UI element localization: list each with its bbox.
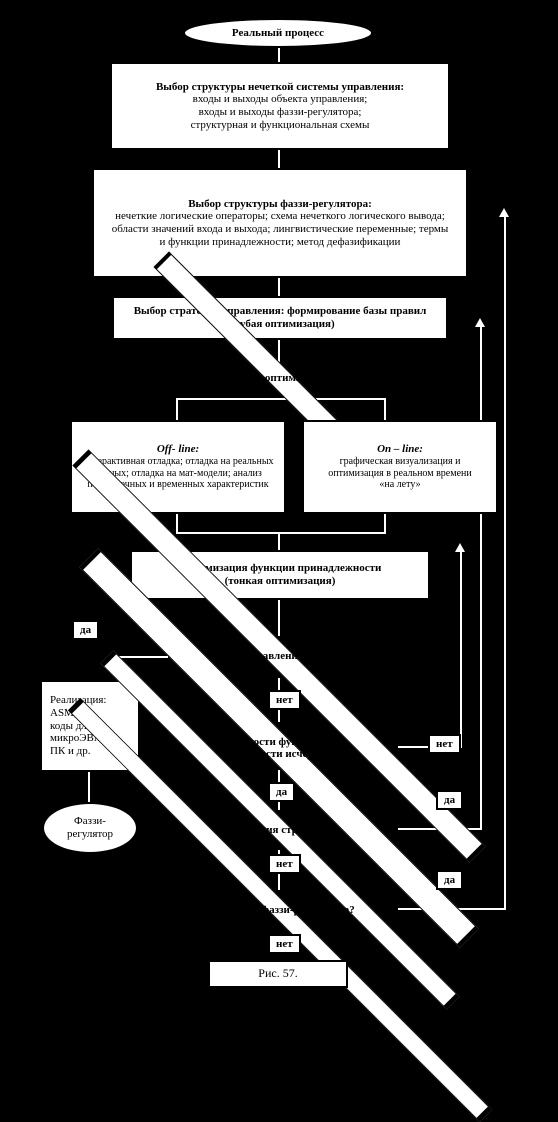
conn bbox=[176, 514, 178, 534]
start-terminal: Реальный процесс bbox=[183, 18, 373, 48]
conn bbox=[480, 325, 482, 830]
box1-title: Выбор структуры нечеткой системы управле… bbox=[156, 81, 404, 94]
label-no-struct: нет bbox=[268, 934, 301, 954]
conn bbox=[384, 514, 386, 534]
box-strategy: Выбор стратегии управления: формирование… bbox=[112, 296, 448, 340]
online-body2: «на лету» bbox=[379, 479, 420, 491]
label-yes-quality: да bbox=[72, 620, 99, 640]
box-structure-system: Выбор структуры нечеткой системы управле… bbox=[110, 62, 450, 150]
dcorrect-text: Коррекция стратегии? bbox=[224, 824, 337, 836]
caption-text: Рис. 57. bbox=[258, 967, 297, 981]
dpossib-l2: надлежности исчерпаны bbox=[218, 748, 341, 760]
box2-title: Выбор структуры фаззи-регулятора: bbox=[188, 198, 372, 211]
online-title: On – line: bbox=[377, 443, 423, 456]
dstruct-text: Структура фаззи-регулятора? bbox=[205, 904, 355, 916]
fuzzy-l1: Фаззи- bbox=[74, 815, 106, 828]
label-yes-struct: да bbox=[436, 870, 463, 890]
label-yes-correct: да bbox=[436, 790, 463, 810]
box1-l2: входы и выходы фаззи-регулятора; bbox=[199, 106, 362, 119]
dquality-text: Качество управления устраивает bbox=[196, 650, 361, 662]
conn bbox=[278, 532, 280, 550]
offline-title: Off- line: bbox=[157, 443, 199, 456]
dmode-text: Режим оптимизации bbox=[229, 372, 331, 384]
arrow-head bbox=[499, 208, 509, 217]
label-no-possib: нет bbox=[428, 734, 461, 754]
box1-l1: входы и выходы объекта управления; bbox=[193, 93, 368, 106]
conn bbox=[460, 548, 462, 748]
box1-l3: структурная и функциональная схемы bbox=[191, 119, 370, 132]
label-no-correct: нет bbox=[268, 854, 301, 874]
conn bbox=[384, 398, 386, 420]
label-yes-possib: да bbox=[268, 782, 295, 802]
conn bbox=[176, 398, 178, 420]
conn bbox=[504, 215, 506, 910]
conn bbox=[176, 532, 386, 534]
fuzzy-regulator-terminal: Фаззи- регулятор bbox=[42, 802, 138, 854]
conn bbox=[278, 278, 280, 296]
dpossib-l1: Возможности функции при- bbox=[210, 736, 349, 748]
box3-text: Выбор стратегии управления: формирование… bbox=[122, 305, 438, 330]
impl-l5: ПК и др. bbox=[50, 745, 91, 758]
opt-l2: (тонкая оптимизация) bbox=[225, 575, 336, 588]
start-label: Реальный процесс bbox=[232, 27, 324, 40]
diamond-structure: Структура фаззи-регулятора? bbox=[168, 888, 392, 932]
label-no-quality: нет bbox=[268, 690, 301, 710]
conn bbox=[278, 150, 280, 168]
arrow-head bbox=[475, 318, 485, 327]
box-online: On – line: графическая визуализация и оп… bbox=[302, 420, 498, 514]
conn bbox=[88, 772, 90, 802]
box2-body: нечеткие логические операторы; схема неч… bbox=[102, 210, 458, 248]
diamond-optimization-mode: Режим оптимизации bbox=[196, 356, 364, 400]
box-structure-regulator: Выбор структуры фаззи-регулятора: нечетк… bbox=[92, 168, 468, 278]
arrow-head bbox=[455, 543, 465, 552]
online-body: графическая визуализация и оптимизация в… bbox=[312, 456, 488, 479]
figure-caption: Рис. 57. bbox=[208, 960, 348, 988]
fuzzy-l2: регулятор bbox=[67, 828, 113, 841]
